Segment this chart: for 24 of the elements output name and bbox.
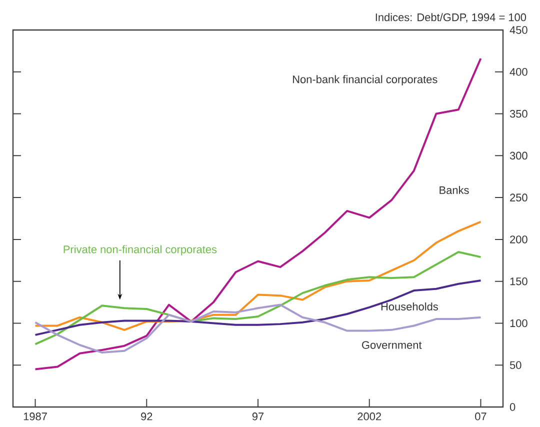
x-tick-label: 07 (475, 412, 486, 420)
y-tick-label: 150 (510, 277, 528, 286)
y-tick-label: 300 (510, 152, 528, 160)
series-label: Government (362, 341, 422, 349)
x-tick-label: 2002 (358, 412, 381, 420)
line-series (34, 220, 482, 331)
line-series (34, 57, 482, 370)
y-tick-label: 250 (510, 194, 528, 202)
y-tick-label: 350 (510, 110, 528, 118)
y-axis-title: Indices: Debt/GDP, 1994 = 100 (376, 13, 526, 22)
text: Private non-financial corporates (64, 245, 217, 256)
series-label: Households (381, 302, 438, 310)
y-tick-label: 450 (510, 26, 528, 34)
x-tick-label: 92 (141, 412, 152, 420)
x-tick-label: 97 (252, 412, 264, 420)
text: Non-bank financial corporates (293, 75, 438, 86)
y-tick-label: 50 (510, 361, 522, 369)
text: Banks (440, 186, 469, 194)
x-tick-label: 1987 (24, 412, 47, 420)
y-tick-label: 200 (510, 236, 528, 244)
y-tick-label: 100 (510, 319, 528, 328)
y-tick-label: 0 (510, 403, 516, 411)
line-series (34, 304, 482, 354)
y-tick-label: 400 (510, 68, 528, 76)
